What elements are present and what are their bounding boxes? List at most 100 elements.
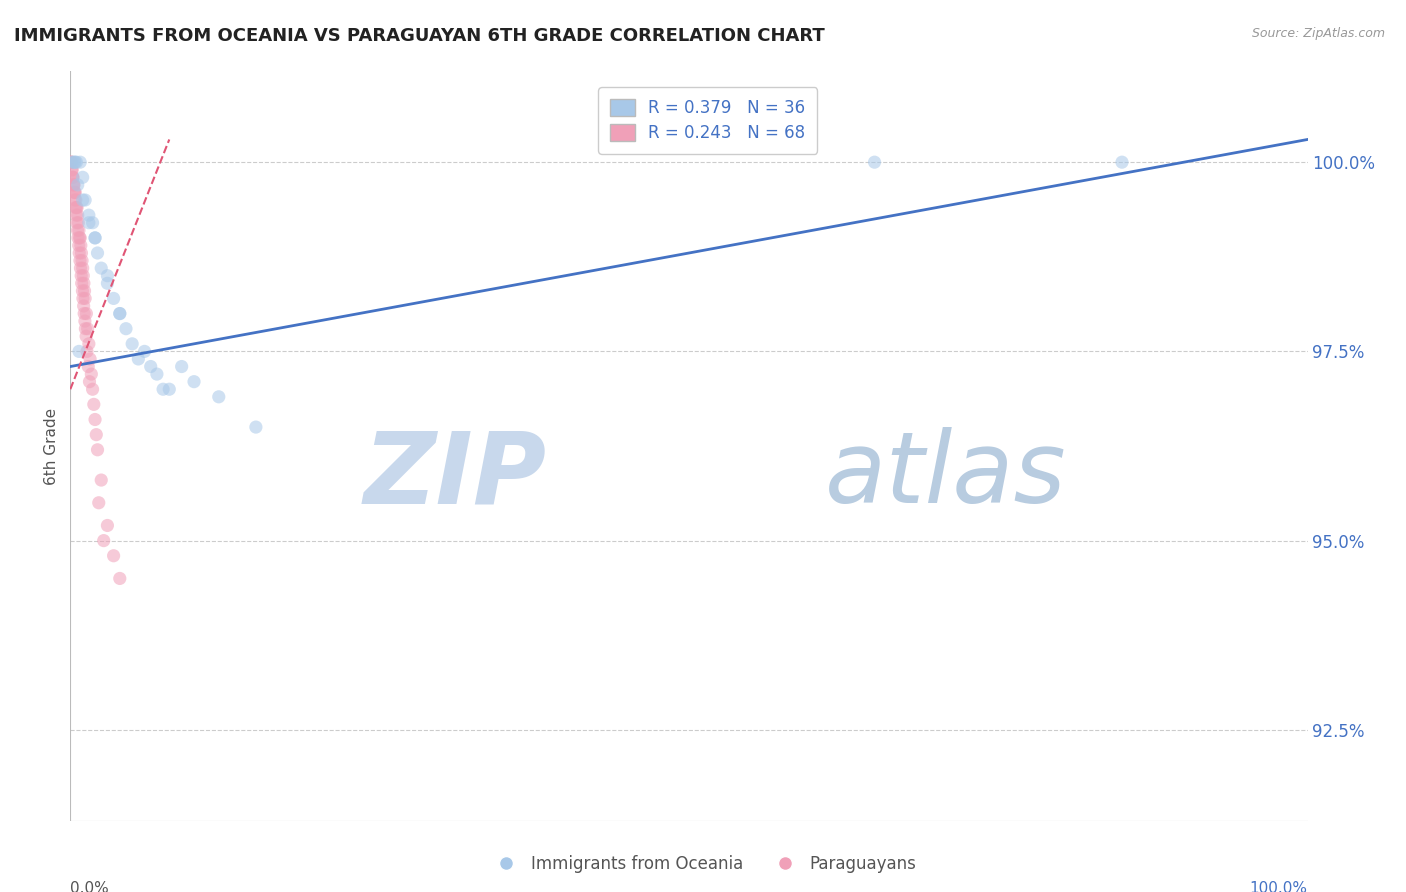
Point: [127, 351, 149, 366]
Point: [66, 208, 89, 222]
Point: [67, 246, 90, 260]
Point: [73, 277, 96, 291]
Point: [84, 231, 107, 245]
Text: IMMIGRANTS FROM OCEANIA VS PARAGUAYAN 6TH GRADE CORRELATION CHART: IMMIGRANTS FROM OCEANIA VS PARAGUAYAN 6T…: [14, 27, 825, 45]
Point: [62, 170, 84, 185]
Point: [63, 186, 86, 200]
Point: [63, 186, 86, 200]
Point: [60, 162, 83, 177]
Point: [65, 201, 87, 215]
Point: [70, 268, 93, 283]
Legend: Immigrants from Oceania, Paraguayans: Immigrants from Oceania, Paraguayans: [482, 848, 924, 880]
Point: [76, 321, 98, 335]
Point: [77, 359, 100, 374]
Point: [62, 170, 84, 185]
Point: [65, 155, 87, 169]
Point: [96, 268, 118, 283]
Text: ZIP: ZIP: [364, 427, 547, 524]
Point: [66, 223, 89, 237]
Point: [863, 155, 886, 169]
Point: [65, 155, 87, 169]
Point: [62, 155, 84, 169]
Point: [134, 344, 156, 359]
Point: [87, 496, 110, 510]
Point: [103, 549, 125, 563]
Point: [75, 307, 97, 321]
Point: [70, 253, 93, 268]
Point: [90, 261, 112, 276]
Point: [208, 390, 231, 404]
Point: [75, 321, 97, 335]
Point: [108, 307, 131, 321]
Point: [146, 367, 169, 381]
Point: [69, 261, 91, 276]
Point: [60, 162, 83, 177]
Point: [60, 155, 83, 169]
Point: [245, 420, 267, 434]
Point: [1111, 155, 1133, 169]
Point: [84, 427, 107, 442]
Y-axis label: 6th Grade: 6th Grade: [44, 408, 59, 484]
Point: [70, 277, 93, 291]
Point: [67, 216, 90, 230]
Text: 100.0%: 100.0%: [1250, 880, 1308, 892]
Point: [77, 336, 100, 351]
Point: [66, 178, 89, 192]
Point: [73, 307, 96, 321]
Point: [69, 231, 91, 245]
Point: [96, 277, 118, 291]
Point: [152, 382, 174, 396]
Point: [86, 246, 108, 260]
Point: [63, 193, 86, 207]
Point: [75, 329, 97, 343]
Point: [75, 193, 97, 207]
Point: [103, 292, 125, 306]
Point: [82, 216, 104, 230]
Point: [79, 375, 101, 389]
Point: [72, 284, 94, 298]
Point: [86, 442, 108, 457]
Point: [66, 201, 89, 215]
Point: [76, 344, 98, 359]
Point: [62, 170, 84, 185]
Point: [63, 178, 86, 192]
Point: [84, 412, 107, 426]
Point: [72, 170, 94, 185]
Point: [63, 155, 86, 169]
Point: [73, 314, 96, 328]
Point: [65, 193, 87, 207]
Point: [79, 351, 101, 366]
Point: [96, 518, 118, 533]
Point: [93, 533, 115, 548]
Point: [67, 344, 90, 359]
Point: [69, 155, 91, 169]
Point: [73, 299, 96, 313]
Point: [72, 193, 94, 207]
Point: [72, 261, 94, 276]
Point: [65, 186, 87, 200]
Point: [60, 155, 83, 169]
Point: [77, 216, 100, 230]
Point: [108, 571, 131, 585]
Point: [157, 382, 180, 396]
Point: [115, 321, 138, 335]
Point: [83, 397, 105, 411]
Point: [108, 307, 131, 321]
Point: [69, 231, 91, 245]
Point: [80, 367, 103, 381]
Point: [66, 231, 89, 245]
Point: [72, 268, 94, 283]
Point: [170, 359, 193, 374]
Point: [75, 292, 97, 306]
Text: 0.0%: 0.0%: [70, 880, 110, 892]
Point: [72, 292, 94, 306]
Point: [84, 231, 107, 245]
Point: [67, 238, 90, 252]
Point: [62, 178, 84, 192]
Text: Source: ZipAtlas.com: Source: ZipAtlas.com: [1251, 27, 1385, 40]
Point: [69, 238, 91, 252]
Point: [70, 246, 93, 260]
Point: [67, 223, 90, 237]
Text: atlas: atlas: [825, 427, 1067, 524]
Point: [65, 208, 87, 222]
